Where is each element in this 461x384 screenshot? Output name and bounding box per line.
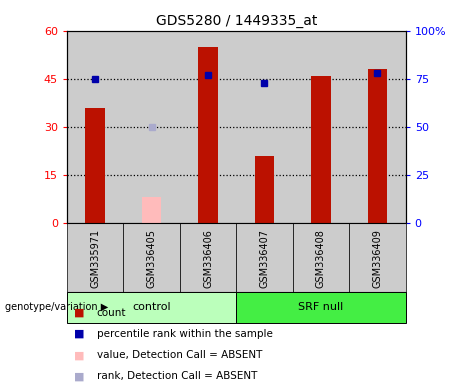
Text: percentile rank within the sample: percentile rank within the sample (97, 329, 273, 339)
Text: ■: ■ (74, 350, 84, 360)
Bar (180, 31, 236, 223)
Text: SRF null: SRF null (298, 302, 343, 312)
Bar (67, 223, 123, 292)
Bar (293, 31, 349, 223)
Text: ■: ■ (74, 329, 84, 339)
Bar (254, 156, 274, 223)
Text: ■: ■ (74, 308, 84, 318)
Bar (236, 31, 293, 223)
Bar (198, 47, 218, 223)
Bar (236, 292, 406, 323)
Text: rank, Detection Call = ABSENT: rank, Detection Call = ABSENT (97, 371, 257, 381)
Bar (67, 292, 236, 323)
Text: count: count (97, 308, 126, 318)
Bar (236, 223, 293, 292)
Bar (67, 31, 123, 223)
Bar (311, 76, 331, 223)
Bar (349, 223, 406, 292)
Bar (180, 223, 236, 292)
Text: control: control (132, 302, 171, 312)
Bar (293, 223, 349, 292)
Bar (349, 31, 406, 223)
Text: GSM335971: GSM335971 (90, 229, 100, 288)
Bar (85, 108, 105, 223)
Text: GSM336409: GSM336409 (372, 229, 383, 288)
Bar (142, 197, 161, 223)
Text: GSM336407: GSM336407 (260, 229, 270, 288)
Text: GSM336405: GSM336405 (147, 229, 157, 288)
Text: ■: ■ (74, 371, 84, 381)
Bar (123, 31, 180, 223)
Bar (123, 223, 180, 292)
Text: value, Detection Call = ABSENT: value, Detection Call = ABSENT (97, 350, 262, 360)
Text: GSM336406: GSM336406 (203, 229, 213, 288)
Title: GDS5280 / 1449335_at: GDS5280 / 1449335_at (155, 14, 317, 28)
Text: genotype/variation ▶: genotype/variation ▶ (5, 302, 108, 312)
Bar (367, 69, 387, 223)
Text: GSM336408: GSM336408 (316, 229, 326, 288)
